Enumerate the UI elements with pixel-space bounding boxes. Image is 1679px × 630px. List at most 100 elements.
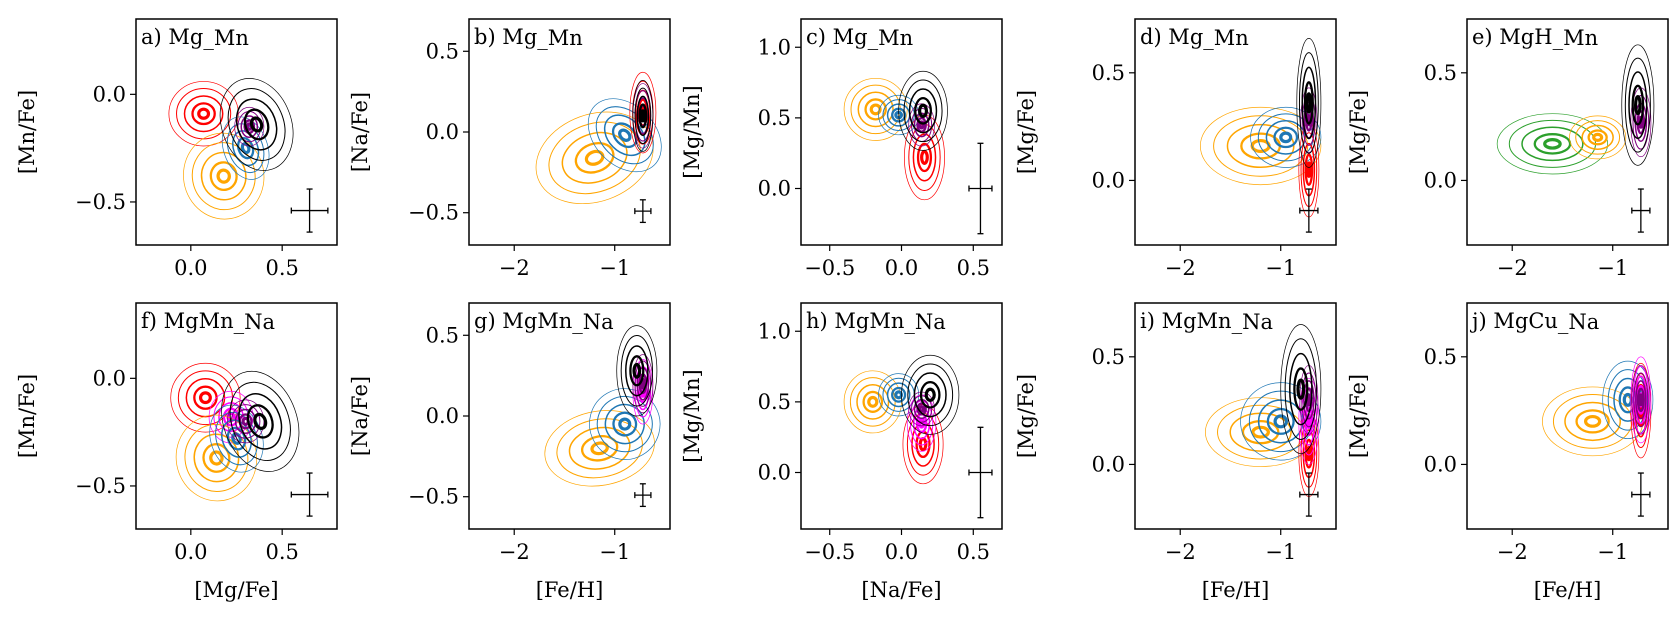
plot-frame xyxy=(1466,18,1669,246)
y-tick-label: −0.5 xyxy=(408,485,459,509)
contour-series-2-level-2 xyxy=(191,142,256,211)
contour-series-1-level-5 xyxy=(1251,425,1270,439)
contour-series-2-level-5 xyxy=(1592,132,1604,142)
contour-series-5-level-5 xyxy=(639,109,646,123)
contour-series-1-level-1 xyxy=(544,410,655,487)
y-axis-label: [Na/Fe] xyxy=(348,376,372,456)
contour-series-5-level-4 xyxy=(638,103,648,129)
contour-series-6-level-2 xyxy=(229,381,291,461)
panel-7: −2 −1 −0.5 0.0 0.5 g) MgMn_Na [Na/Fe] [Fe/H] xyxy=(348,302,671,602)
panel-title: a) Mg_Mn xyxy=(141,25,249,50)
contour-series-1-level-3 xyxy=(1564,401,1622,442)
panel-title: f) MgMn_Na xyxy=(141,309,275,334)
contour-series-4-level-3 xyxy=(1628,71,1648,139)
contour-series-2-level-4 xyxy=(1273,126,1299,149)
contour-series-5-level-5 xyxy=(1637,393,1644,407)
contour-series-2-level-2 xyxy=(1575,120,1621,155)
contour-series-3-level-5 xyxy=(1305,161,1312,178)
contour-series-3-level-4 xyxy=(202,443,231,473)
contour-series-5-level-4 xyxy=(1303,81,1314,125)
contour-series-2-level-1 xyxy=(1250,106,1322,168)
contour-series-5-level-1 xyxy=(632,79,654,152)
y-tick-label: 0.0 xyxy=(93,82,126,106)
contour-series-2-level-3 xyxy=(886,382,911,408)
contour-series-2-level-3 xyxy=(1265,120,1306,155)
contour-area xyxy=(1199,38,1322,218)
contour-series-6-level-1 xyxy=(1280,324,1322,455)
x-tick-label: −2 xyxy=(1497,256,1528,280)
panel-title: j) MgCu_Na xyxy=(1469,309,1599,334)
contour-series-1-level-3 xyxy=(1226,123,1295,169)
contour-series-4-level-3 xyxy=(240,115,259,139)
contour-series-4-level-1 xyxy=(1298,377,1320,465)
contour-area xyxy=(843,70,948,201)
y-tick-label: 1.0 xyxy=(758,35,791,59)
x-tick-label: 0.5 xyxy=(265,256,298,280)
contour-series-5-level-3 xyxy=(1303,380,1315,420)
y-tick-label: 0.0 xyxy=(758,461,791,485)
contour-series-2-level-4 xyxy=(611,122,638,149)
contour-series-3-level-3 xyxy=(232,130,260,167)
x-tick-label: 0.0 xyxy=(885,256,918,280)
contour-series-1-level-1 xyxy=(170,362,241,433)
contour-series-3-level-5 xyxy=(209,450,224,466)
error-bar xyxy=(290,188,329,233)
contour-series-1-level-5 xyxy=(198,391,212,405)
contour-series-2-level-1 xyxy=(1602,360,1654,439)
contour-series-2-level-1 xyxy=(1569,115,1627,160)
y-tick-label: 0.5 xyxy=(1092,345,1125,369)
contour-series-1-level-5 xyxy=(1583,414,1602,428)
x-tick-label: 0.5 xyxy=(265,540,298,564)
panel-title: e) MgH_Mn xyxy=(1472,25,1598,50)
y-tick-label: 0.0 xyxy=(426,404,459,428)
x-tick-label: −2 xyxy=(1165,540,1196,564)
contour-series-2-level-4 xyxy=(612,411,638,437)
contour-series-1-level-5 xyxy=(590,441,609,456)
contour-series-4-level-2 xyxy=(215,411,258,466)
plot-frame xyxy=(135,18,338,246)
contour-series-1-level-4 xyxy=(580,435,619,462)
contour-area xyxy=(1542,356,1654,459)
contour-series-4-level-2 xyxy=(1632,365,1650,434)
contour-series-2-level-2 xyxy=(596,395,653,453)
contour-series-1-level-4 xyxy=(864,98,887,121)
contour-series-1-level-3 xyxy=(1521,126,1584,162)
y-tick-label: 0.0 xyxy=(758,177,791,201)
contour-series-2-level-3 xyxy=(200,151,247,201)
x-tick-label: 0.5 xyxy=(957,256,990,280)
contour-series-1-level-4 xyxy=(862,390,884,413)
contour-series-1-level-3 xyxy=(857,91,894,128)
contour-series-5-level-5 xyxy=(918,103,929,118)
contour-series-1-level-1 xyxy=(1199,106,1322,186)
contour-series-1-level-3 xyxy=(1229,412,1292,452)
contour-series-3-level-1 xyxy=(632,359,654,425)
contour-series-2-level-5 xyxy=(618,128,632,142)
panel-10: −2 −1 0.0 0.5 j) MgCu_Na [Mg/Fe] [Fe/H] xyxy=(1346,302,1669,602)
contour-series-5-level-3 xyxy=(235,98,278,151)
contour-series-2-level-5 xyxy=(1273,414,1288,429)
contour-series-5-level-5 xyxy=(249,116,264,133)
x-tick-label: −1 xyxy=(599,540,630,564)
panel-title: i) MgMn_Na xyxy=(1140,309,1273,334)
y-axis-label: [Mg/Fe] xyxy=(1014,90,1038,174)
y-tick-label: −0.5 xyxy=(408,201,459,225)
contour-series-4-level-1 xyxy=(1621,44,1655,166)
contour-series-1-level-5 xyxy=(867,395,879,408)
contour-series-3-level-5 xyxy=(920,149,929,165)
plot-frame xyxy=(1134,302,1337,530)
contour-series-3-level-2 xyxy=(1632,94,1650,150)
contour-series-1-level-4 xyxy=(1575,409,1610,434)
panel-title: c) Mg_Mn xyxy=(806,25,913,50)
y-tick-label: 0.0 xyxy=(426,120,459,144)
contour-series-5-level-1 xyxy=(219,78,294,171)
contour-series-6-level-4 xyxy=(919,381,941,409)
y-tick-label: 0.0 xyxy=(1424,452,1457,476)
x-axis-label: [Fe/H] xyxy=(536,578,604,602)
y-tick-label: 0.0 xyxy=(1092,168,1125,192)
contour-series-4-level-1 xyxy=(908,103,935,147)
panel-8: −0.5 0.0 0.5 0.0 0.5 1.0 h) MgMn_Na [Mg/Mn] [Na/… xyxy=(680,302,1003,602)
contour-series-1-level-4 xyxy=(1533,133,1572,155)
x-tick-label: 0.5 xyxy=(957,540,990,564)
contour-series-5-level-3 xyxy=(636,95,650,137)
